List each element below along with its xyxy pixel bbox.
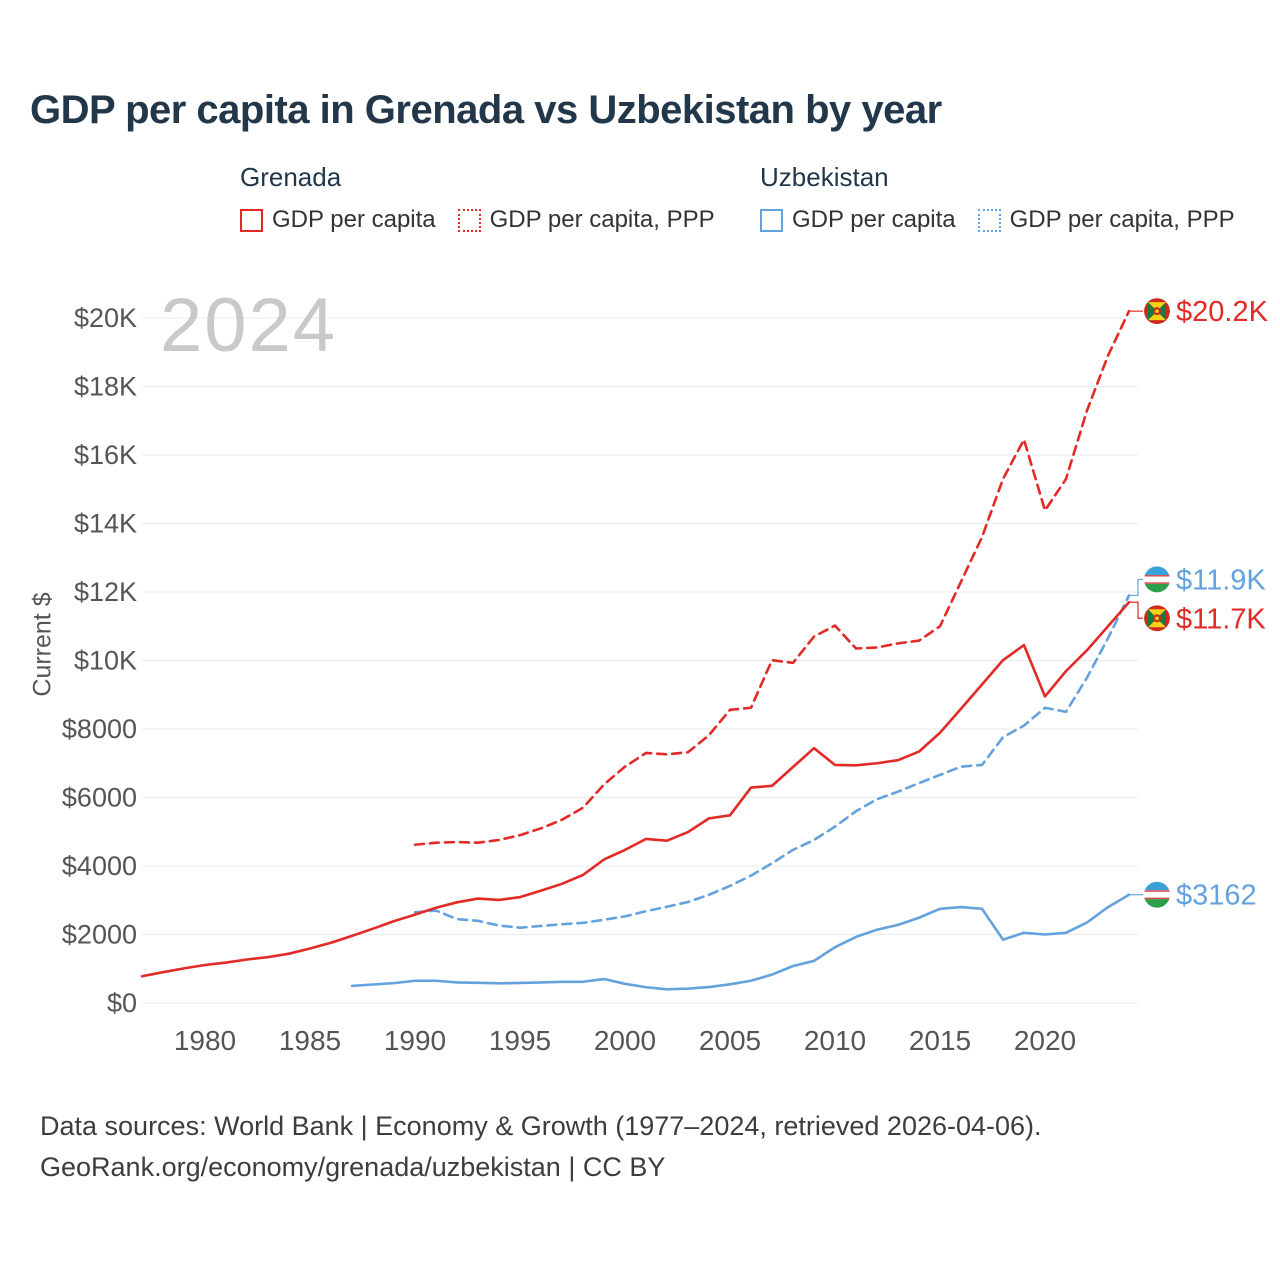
x-tick-label: 1995	[489, 1025, 551, 1056]
series-line-grenada-gdp	[140, 600, 1131, 978]
y-tick-label: $14K	[74, 509, 137, 539]
series-line-uzbekistan-gdp	[350, 893, 1131, 991]
series-line-uzbekistan-gdp-ppp	[413, 594, 1131, 929]
y-tick-label: $8000	[62, 714, 137, 744]
y-tick-label: $12K	[74, 577, 137, 607]
end-label-leader	[1129, 601, 1143, 619]
end-label-uzbekistan-gdp: $3162	[1176, 880, 1257, 912]
legend-group-grenada: Grenada GDP per capita GDP per capita, PPP	[240, 162, 715, 234]
legend-item[interactable]: GDP per capita, PPP	[977, 206, 1235, 234]
legend-swatch-solid	[760, 208, 783, 232]
legend-group-title: Uzbekistan	[760, 162, 889, 192]
y-tick-label: $0	[107, 988, 137, 1018]
x-tick-label: 1990	[384, 1025, 446, 1056]
y-tick-label: $18K	[74, 372, 137, 402]
watermark-year: 2024	[160, 283, 338, 368]
x-tick-label: 2010	[804, 1025, 866, 1056]
legend-swatch-solid	[240, 208, 263, 232]
x-tick-label: 2015	[909, 1025, 971, 1056]
x-tick-label: 2005	[699, 1025, 761, 1056]
grenada-flag-icon	[1144, 298, 1170, 325]
legend-swatch-dotted	[457, 208, 481, 232]
x-tick-label: 1985	[279, 1025, 341, 1056]
x-tick-label: 2020	[1014, 1025, 1076, 1056]
footer-attribution: GeoRank.org/economy/grenada/uzbekistan |…	[40, 1151, 666, 1182]
x-tick-label: 2000	[594, 1025, 656, 1056]
legend-item-label: GDP per capita	[792, 206, 956, 233]
uzbekistan-flag-icon	[1144, 566, 1170, 593]
legend-group-uzbekistan: Uzbekistan GDP per capita GDP per capita, …	[760, 162, 1235, 234]
grenada-flag-icon	[1144, 605, 1170, 632]
legend-item-label: GDP per capita, PPP	[1009, 206, 1235, 233]
legend-item-label: GDP per capita, PPP	[489, 206, 715, 233]
chart-title: GDP per capita in Grenada vs Uzbekistan …	[30, 88, 942, 132]
y-axis-title: Current $	[28, 592, 57, 697]
legend-item[interactable]: GDP per capita	[240, 206, 436, 234]
footer: Data sources: World Bank | Economy & Gro…	[40, 1106, 1042, 1187]
footer-sources: Data sources: World Bank | Economy & Gro…	[40, 1111, 1042, 1141]
y-tick-label: $2000	[62, 920, 137, 950]
legend-item[interactable]: GDP per capita	[760, 206, 956, 234]
legend-group-title: Grenada	[240, 162, 342, 192]
end-label-uzbekistan-gdp-ppp: $11.9K	[1176, 564, 1266, 596]
y-tick-label: $10K	[74, 646, 137, 676]
y-tick-label: $4000	[62, 851, 137, 881]
legend-swatch-dotted	[977, 208, 1001, 232]
y-tick-label: $20K	[74, 303, 137, 333]
legend-item-label: GDP per capita	[272, 206, 436, 233]
uzbekistan-flag-icon	[1144, 881, 1170, 908]
end-label-grenada-gdp-ppp: $20.2K	[1176, 296, 1269, 328]
y-tick-label: $16K	[74, 440, 137, 470]
end-label-grenada-gdp: $11.7K	[1176, 603, 1266, 635]
x-tick-label: 1980	[174, 1025, 236, 1056]
series-line-grenada-gdp-ppp	[413, 309, 1131, 847]
y-tick-label: $6000	[62, 783, 137, 813]
legend-item[interactable]: GDP per capita, PPP	[457, 206, 715, 234]
end-label-leader	[1129, 578, 1143, 597]
